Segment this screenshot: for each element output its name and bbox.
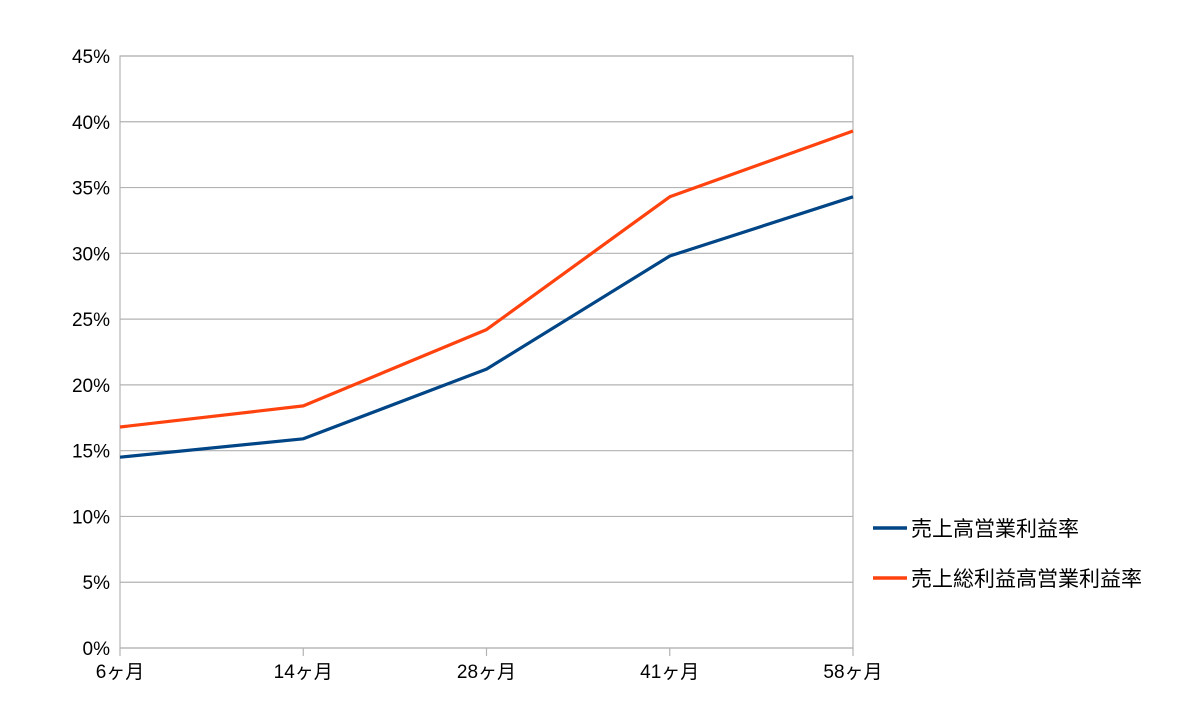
y-tick-label: 35% <box>72 179 110 200</box>
y-tick-label: 30% <box>72 244 110 265</box>
y-tick-labels: 0% 5% 10% 15% 20% 25% 30% 35% 40% 45% <box>72 47 110 660</box>
x-tick-label: 14ヶ月 <box>274 662 333 683</box>
y-tick-label: 10% <box>72 507 110 528</box>
series-line-2 <box>119 129 854 429</box>
plot-border <box>119 55 854 649</box>
y-tick-label: 15% <box>72 442 110 463</box>
grid <box>120 55 853 649</box>
x-tick-label: 6ヶ月 <box>96 662 145 683</box>
x-tick-labels: 6ヶ月 14ヶ月 28ヶ月 41ヶ月 58ヶ月 <box>96 662 883 683</box>
y-tick-label: 45% <box>72 47 110 68</box>
y-tick-label: 5% <box>83 573 111 594</box>
series-line-1 <box>119 195 854 459</box>
x-tick-label: 28ヶ月 <box>457 662 516 683</box>
axes <box>119 55 854 656</box>
y-tick-label: 40% <box>72 113 110 134</box>
legend-label: 売上高営業利益率 <box>911 517 1079 541</box>
y-tick-label: 25% <box>72 310 110 331</box>
legend-label: 売上総利益高営業利益率 <box>911 567 1142 591</box>
x-tick-label: 41ヶ月 <box>640 662 699 683</box>
x-tick-label: 58ヶ月 <box>823 662 882 683</box>
y-tick-label: 20% <box>72 376 110 397</box>
y-tick-label: 0% <box>83 639 111 660</box>
series <box>119 129 854 459</box>
